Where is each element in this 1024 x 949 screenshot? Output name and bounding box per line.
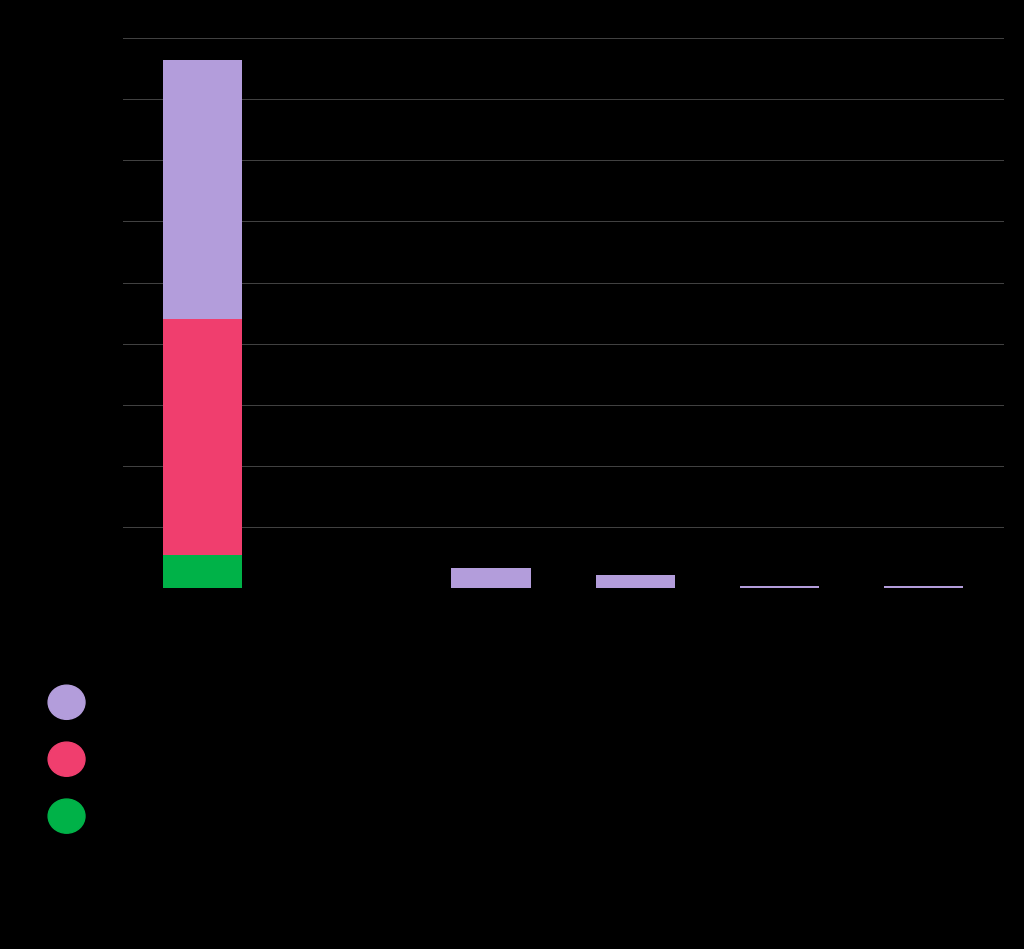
Bar [596, 575, 675, 588]
Bar [884, 586, 964, 588]
Bar [163, 61, 243, 319]
Bar [163, 319, 243, 554]
Bar [740, 586, 819, 588]
Bar [163, 554, 243, 588]
Bar [452, 568, 530, 588]
